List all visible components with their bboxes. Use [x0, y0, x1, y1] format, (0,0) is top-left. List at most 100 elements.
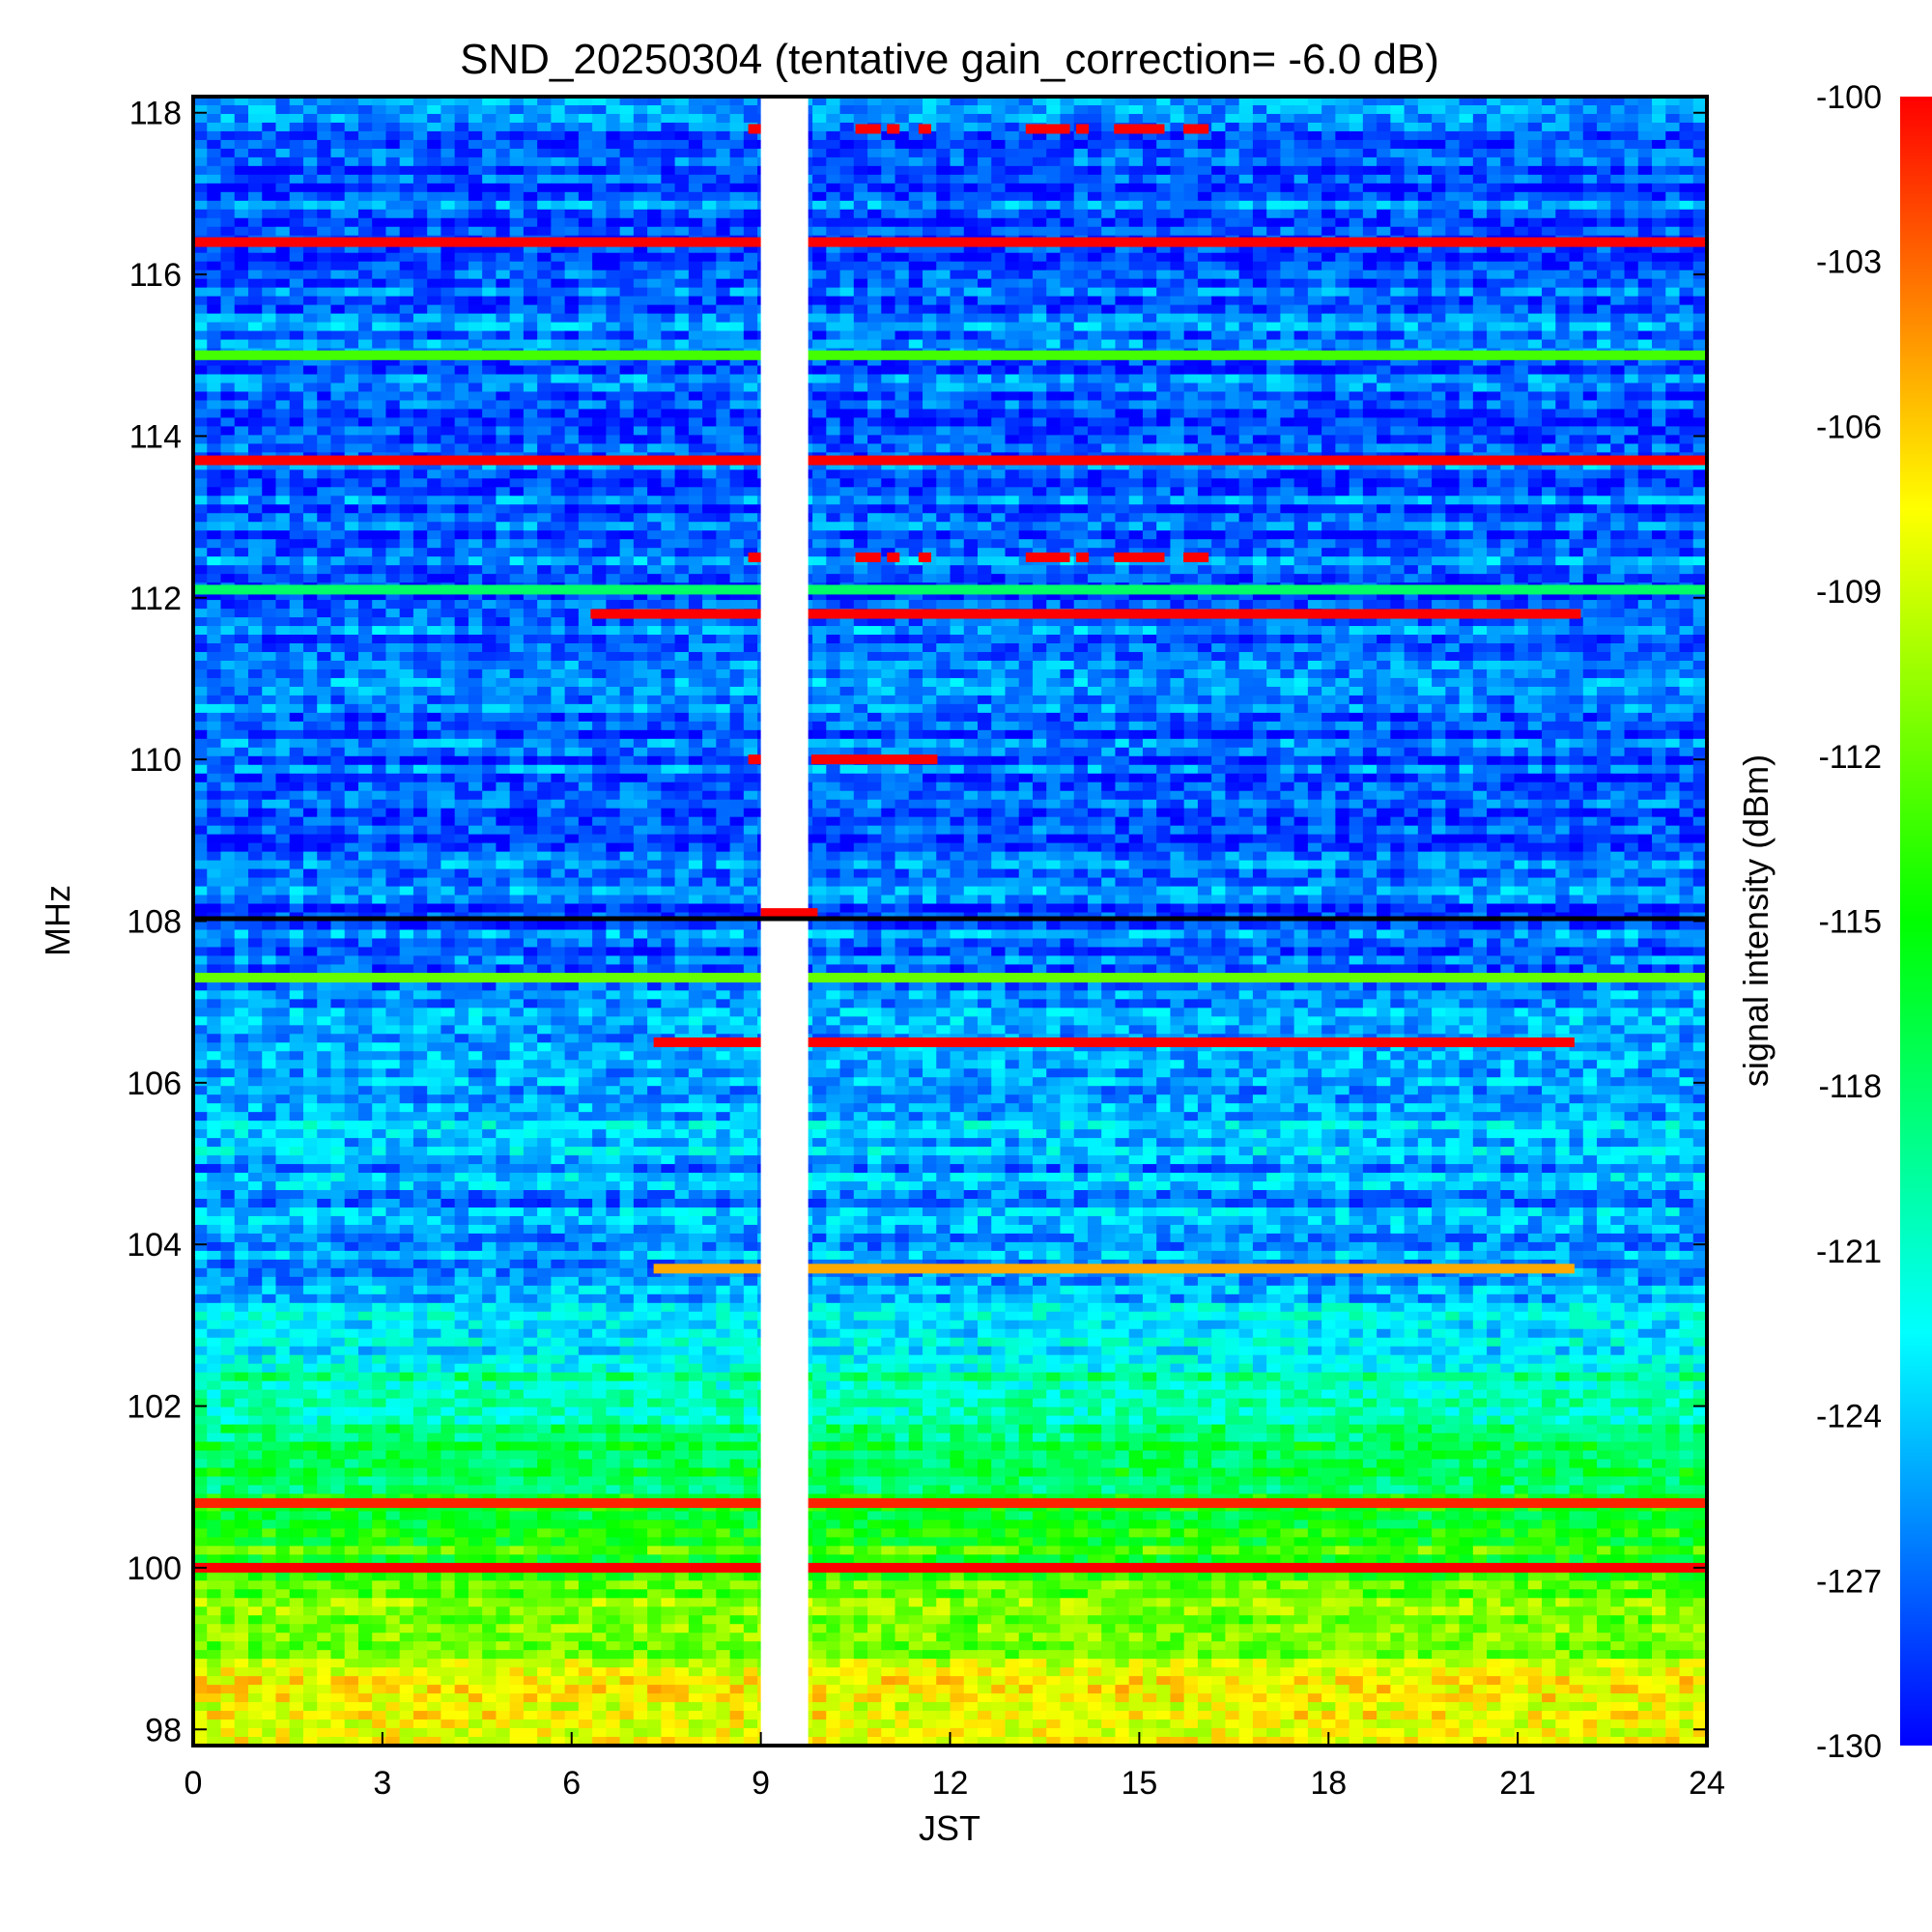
heatmap-cell — [524, 391, 538, 401]
heatmap-cell — [1473, 114, 1488, 124]
heatmap-cell — [1652, 149, 1666, 158]
heatmap-cell — [1363, 391, 1378, 401]
heatmap-cell — [358, 192, 373, 202]
heatmap-cell — [1350, 131, 1364, 141]
heatmap-cell — [634, 123, 648, 132]
heatmap-cell — [936, 123, 951, 132]
heatmap-cell — [647, 262, 662, 271]
heatmap-cell — [358, 400, 373, 410]
heatmap-cell — [1638, 192, 1653, 202]
heatmap-cell — [1170, 218, 1184, 228]
heatmap-cell — [248, 105, 263, 115]
heatmap-cell — [1294, 192, 1309, 202]
heatmap-cell — [1515, 417, 1529, 427]
heatmap-cell — [1005, 469, 1019, 479]
heatmap-cell — [634, 340, 648, 350]
heatmap-cell — [207, 400, 221, 410]
heatmap-cell — [716, 262, 730, 271]
heatmap-cell — [1570, 323, 1584, 332]
heatmap-cell — [385, 114, 400, 124]
heatmap-cell — [936, 105, 951, 115]
heatmap-cell — [193, 487, 208, 497]
heatmap-cell — [1432, 469, 1446, 479]
heatmap-cell — [1542, 374, 1556, 384]
heatmap-cell — [510, 305, 525, 315]
heatmap-cell — [248, 253, 263, 263]
heatmap-cell — [1074, 409, 1089, 418]
heatmap-cell — [1184, 210, 1199, 219]
heatmap-cell — [964, 391, 979, 401]
heatmap-cell — [1033, 374, 1047, 384]
heatmap-cell — [1088, 297, 1102, 306]
heatmap-cell — [510, 140, 525, 150]
heatmap-cell — [290, 391, 304, 401]
heatmap-cell — [1005, 426, 1019, 436]
heatmap-cell — [1335, 279, 1350, 289]
heatmap-cell — [1225, 131, 1239, 141]
heatmap-cell — [1253, 149, 1267, 158]
heatmap-cell — [1515, 478, 1529, 488]
heatmap-cell — [634, 105, 648, 115]
heatmap-cell — [1211, 175, 1226, 185]
heatmap-cell — [716, 253, 730, 263]
heatmap-cell — [482, 323, 497, 332]
heatmap-cell — [496, 279, 510, 289]
heatmap-cell — [1266, 331, 1281, 341]
heatmap-cell — [482, 305, 497, 315]
heatmap-cell — [1473, 374, 1488, 384]
heatmap-cell — [1074, 114, 1089, 124]
heatmap-cell — [1418, 409, 1433, 418]
heatmap-cell — [469, 443, 483, 453]
heatmap-cell — [455, 210, 469, 219]
heatmap-cell — [812, 417, 827, 427]
heatmap-cell — [1625, 105, 1639, 115]
heatmap-cell — [358, 175, 373, 185]
heatmap-cell — [551, 366, 565, 376]
heatmap-cell — [1487, 400, 1501, 410]
heatmap-cell — [1638, 409, 1653, 418]
heatmap-cell — [1101, 435, 1116, 444]
heatmap-cell — [537, 253, 552, 263]
heatmap-cell — [978, 149, 992, 158]
heatmap-cell — [440, 478, 455, 488]
heatmap-cell — [220, 323, 235, 332]
heatmap-cell — [854, 340, 868, 350]
heatmap-cell — [1665, 210, 1680, 219]
heatmap-cell — [193, 426, 208, 436]
heatmap-cell — [1390, 131, 1405, 141]
heatmap-cell — [1377, 391, 1391, 401]
heatmap-cell — [867, 166, 882, 176]
heatmap-cell — [440, 487, 455, 497]
heatmap-cell — [1321, 218, 1336, 228]
heatmap-cell — [469, 166, 483, 176]
heatmap-cell — [317, 443, 331, 453]
heatmap-cell — [1445, 262, 1460, 271]
heatmap-cell — [537, 210, 552, 219]
heatmap-cell — [413, 383, 428, 392]
heatmap-cell — [1515, 184, 1529, 193]
heatmap-cell — [1555, 391, 1570, 401]
heatmap-cell — [455, 184, 469, 193]
heatmap-cell — [1542, 123, 1556, 132]
heatmap-cell — [207, 417, 221, 427]
heatmap-cell — [840, 366, 855, 376]
heatmap-cell — [413, 114, 428, 124]
heatmap-cell — [881, 157, 895, 167]
heatmap-cell — [991, 478, 1006, 488]
heatmap-cell — [1460, 443, 1474, 453]
heatmap-cell — [978, 443, 992, 453]
heatmap-cell — [1405, 131, 1419, 141]
heatmap-cell — [881, 323, 895, 332]
heatmap-cell — [1184, 166, 1199, 176]
heatmap-cell — [358, 227, 373, 237]
heatmap-cell — [1308, 417, 1322, 427]
heatmap-cell — [1321, 105, 1336, 115]
heatmap-cell — [1115, 400, 1129, 410]
heatmap-cell — [1033, 157, 1047, 167]
heatmap-cell — [482, 340, 497, 350]
heatmap-cell — [1239, 184, 1254, 193]
heatmap-cell — [689, 157, 703, 167]
heatmap-cell — [1143, 426, 1157, 436]
heatmap-cell — [1088, 279, 1102, 289]
heatmap-cell — [1143, 262, 1157, 271]
